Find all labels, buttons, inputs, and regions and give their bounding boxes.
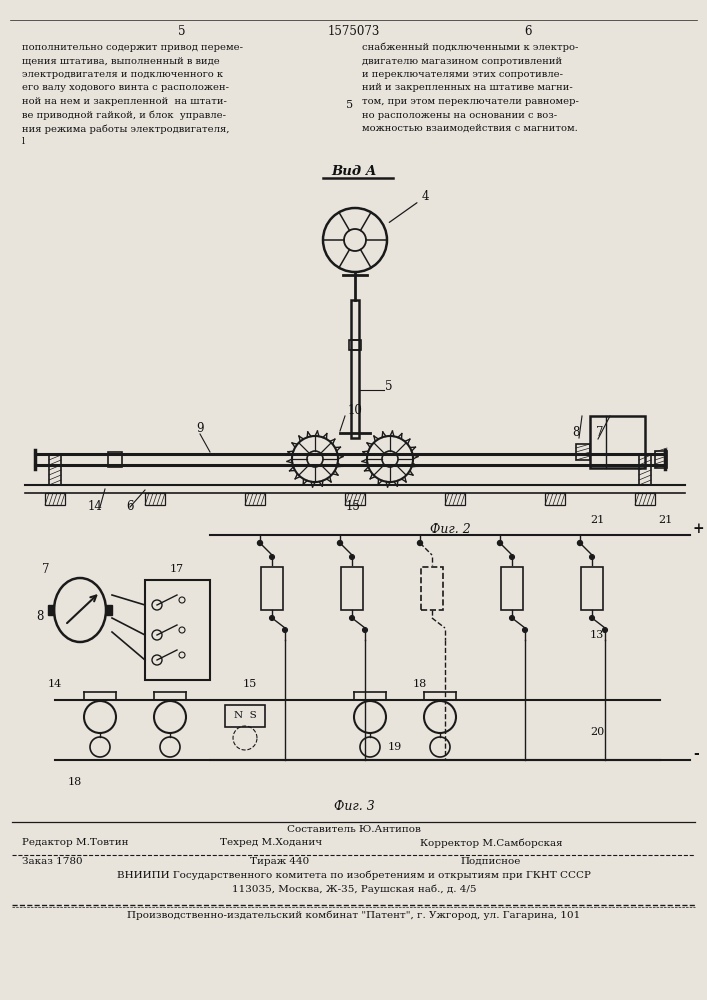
Bar bbox=[341, 567, 363, 610]
Circle shape bbox=[269, 554, 274, 560]
Text: 21: 21 bbox=[658, 515, 672, 525]
Circle shape bbox=[349, 615, 354, 620]
Text: 5: 5 bbox=[178, 25, 186, 38]
Text: Техред М.Ходанич: Техред М.Ходанич bbox=[220, 838, 322, 847]
Text: снабженный подключенными к электро-: снабженный подключенными к электро- bbox=[362, 43, 578, 52]
Text: Тираж 440: Тираж 440 bbox=[250, 857, 309, 866]
Text: 6: 6 bbox=[127, 500, 134, 513]
Text: 113035, Москва, Ж-35, Раушская наб., д. 4/5: 113035, Москва, Ж-35, Раушская наб., д. … bbox=[232, 884, 477, 894]
Bar bbox=[48, 605, 54, 615]
Bar bbox=[245, 493, 265, 505]
Text: 5: 5 bbox=[385, 380, 392, 393]
Bar bbox=[635, 493, 655, 505]
Bar bbox=[421, 567, 443, 610]
Bar bbox=[345, 493, 365, 505]
Bar bbox=[545, 493, 565, 505]
Text: ве приводной гайкой, и блок  управле-: ве приводной гайкой, и блок управле- bbox=[22, 110, 226, 120]
Bar bbox=[45, 493, 65, 505]
Bar bbox=[576, 444, 590, 460]
Bar bbox=[261, 567, 283, 610]
Circle shape bbox=[578, 540, 583, 546]
Text: Вид А: Вид А bbox=[332, 165, 377, 178]
Circle shape bbox=[510, 554, 515, 560]
Text: том, при этом переключатели равномер-: том, при этом переключатели равномер- bbox=[362, 97, 579, 106]
Circle shape bbox=[363, 628, 368, 633]
Text: ния режима работы электродвигателя,: ния режима работы электродвигателя, bbox=[22, 124, 230, 133]
Text: 8: 8 bbox=[572, 426, 580, 439]
Text: -: - bbox=[693, 747, 699, 761]
Bar bbox=[145, 580, 210, 680]
Text: 15: 15 bbox=[346, 500, 361, 513]
Bar bbox=[445, 493, 465, 505]
Text: 15: 15 bbox=[243, 679, 257, 689]
Text: 9: 9 bbox=[197, 422, 204, 435]
Text: Фиг. 2: Фиг. 2 bbox=[430, 523, 470, 536]
Bar bbox=[590, 416, 645, 468]
Text: 10: 10 bbox=[348, 404, 363, 417]
Bar bbox=[655, 451, 667, 468]
Text: и переключателями этих сопротивле-: и переключателями этих сопротивле- bbox=[362, 70, 563, 79]
Bar bbox=[49, 455, 61, 485]
Text: l: l bbox=[22, 137, 25, 146]
Text: Составитель Ю.Антипов: Составитель Ю.Антипов bbox=[287, 825, 421, 834]
Text: 6: 6 bbox=[525, 25, 532, 38]
Text: 14: 14 bbox=[88, 500, 103, 513]
Text: 18: 18 bbox=[68, 777, 82, 787]
Text: N  S: N S bbox=[233, 712, 257, 720]
Text: 17: 17 bbox=[170, 564, 184, 574]
Circle shape bbox=[498, 540, 503, 546]
Text: двигателю магазином сопротивлений: двигателю магазином сопротивлений bbox=[362, 56, 562, 66]
Text: Заказ 1780: Заказ 1780 bbox=[22, 857, 83, 866]
Text: ний и закрепленных на штативе магни-: ний и закрепленных на штативе магни- bbox=[362, 84, 573, 93]
Circle shape bbox=[522, 628, 527, 633]
Bar bbox=[145, 493, 165, 505]
Circle shape bbox=[337, 540, 342, 546]
Text: 7: 7 bbox=[42, 563, 49, 576]
Bar bbox=[351, 300, 359, 438]
Text: 1575073: 1575073 bbox=[328, 25, 380, 38]
Text: Производственно-издательский комбинат "Патент", г. Ужгород, ул. Гагарина, 101: Производственно-издательский комбинат "П… bbox=[127, 910, 580, 920]
Circle shape bbox=[349, 554, 354, 560]
Bar bbox=[225, 705, 265, 727]
Circle shape bbox=[590, 615, 595, 620]
Text: 5: 5 bbox=[346, 100, 354, 110]
Circle shape bbox=[283, 628, 288, 633]
Text: +: + bbox=[693, 522, 705, 536]
Bar bbox=[349, 340, 361, 350]
Circle shape bbox=[257, 540, 262, 546]
Text: 21: 21 bbox=[590, 515, 604, 525]
Text: ВНИИПИ Государственного комитета по изобретениям и открытиям при ГКНТ СССР: ВНИИПИ Государственного комитета по изоб… bbox=[117, 871, 591, 880]
Text: 7: 7 bbox=[596, 426, 604, 439]
Circle shape bbox=[602, 628, 607, 633]
Bar bbox=[108, 452, 122, 467]
Circle shape bbox=[510, 615, 515, 620]
Text: 14: 14 bbox=[48, 679, 62, 689]
Text: ной на нем и закрепленной  на штати-: ной на нем и закрепленной на штати- bbox=[22, 97, 227, 106]
Text: Редактор М.Товтин: Редактор М.Товтин bbox=[22, 838, 129, 847]
Bar bbox=[106, 605, 112, 615]
Text: 18: 18 bbox=[413, 679, 427, 689]
Circle shape bbox=[590, 554, 595, 560]
Text: его валу ходового винта с расположен-: его валу ходового винта с расположен- bbox=[22, 84, 229, 93]
Bar bbox=[639, 455, 651, 485]
Bar bbox=[501, 567, 523, 610]
Text: но расположены на основании с воз-: но расположены на основании с воз- bbox=[362, 110, 557, 119]
Text: 4: 4 bbox=[390, 190, 429, 222]
Text: электродвигателя и подключенного к: электродвигателя и подключенного к bbox=[22, 70, 223, 79]
Circle shape bbox=[418, 540, 423, 546]
Text: Подписное: Подписное bbox=[460, 857, 520, 866]
Text: 13: 13 bbox=[590, 630, 604, 640]
Text: Корректор М.Самборская: Корректор М.Самборская bbox=[420, 838, 563, 848]
Bar bbox=[581, 567, 603, 610]
Text: 19: 19 bbox=[388, 742, 402, 752]
Text: 20: 20 bbox=[590, 727, 604, 737]
Circle shape bbox=[269, 615, 274, 620]
Text: пополнительно содержит привод переме-: пополнительно содержит привод переме- bbox=[22, 43, 243, 52]
Text: 8: 8 bbox=[36, 610, 43, 623]
Text: Фиг. 3: Фиг. 3 bbox=[334, 800, 375, 813]
Text: щения штатива, выполненный в виде: щения штатива, выполненный в виде bbox=[22, 56, 220, 66]
Text: можностью взаимодействия с магнитом.: можностью взаимодействия с магнитом. bbox=[362, 124, 578, 133]
